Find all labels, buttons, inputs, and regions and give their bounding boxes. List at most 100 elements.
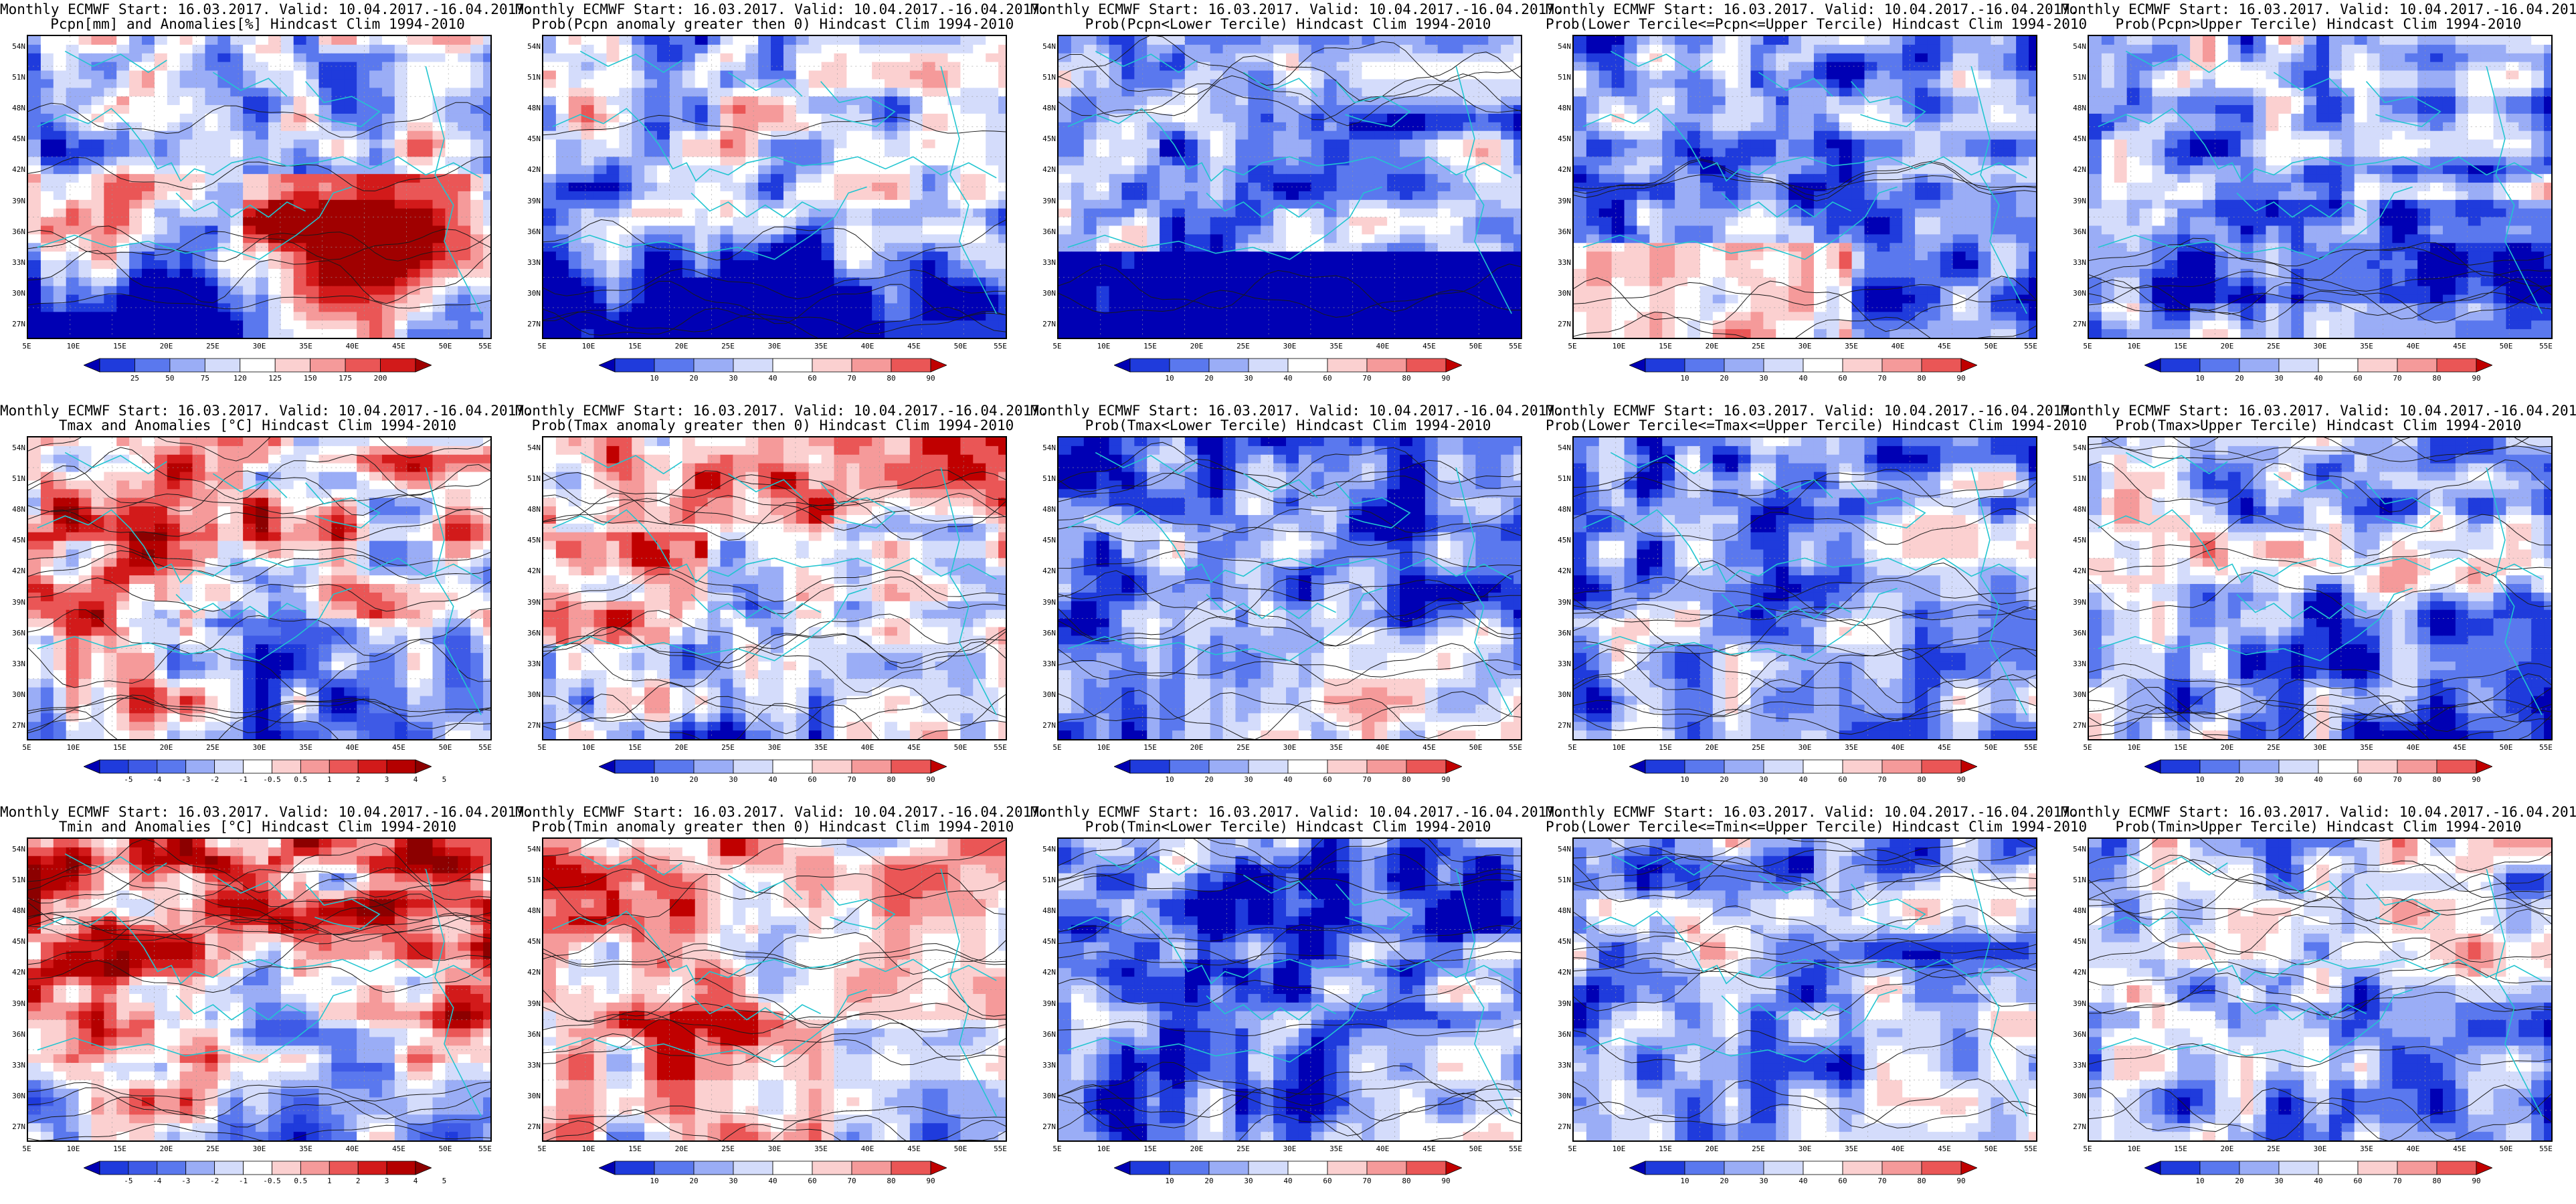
- lon-label: 10E: [1097, 342, 1111, 350]
- lat-label: 33N: [2065, 258, 2086, 267]
- lat-label: 48N: [2065, 104, 2086, 112]
- color-bar-tick-label: 80: [1402, 1177, 1410, 1185]
- lon-label: 30E: [768, 743, 781, 752]
- color-bar-tick-label: 80: [1402, 775, 1410, 784]
- lat-label: 54N: [1034, 845, 1056, 854]
- lon-label: 50E: [2500, 1144, 2513, 1153]
- panel-title: Monthly ECMWF Start: 16.03.2017. Valid: …: [1546, 804, 2079, 820]
- lat-label: 42N: [1034, 968, 1056, 977]
- lat-label: 30N: [1034, 289, 1056, 298]
- lat-label: 42N: [2065, 165, 2086, 174]
- lon-label: 5E: [1052, 743, 1061, 752]
- lat-label: 33N: [1034, 1061, 1056, 1070]
- lon-label: 20E: [1190, 342, 1204, 350]
- color-bar-tick-label: 40: [768, 775, 777, 784]
- lat-label: 27N: [4, 721, 25, 730]
- color-bar-tick-label: 10: [1165, 1177, 1174, 1185]
- lat-label: 51N: [519, 876, 541, 884]
- lat-label: 54N: [519, 845, 541, 854]
- map-panel: Monthly ECMWF Start: 16.03.2017. Valid: …: [2061, 803, 2576, 1204]
- color-bar-swatches: [599, 1161, 947, 1175]
- color-bar-tick-label: 90: [1956, 775, 1965, 784]
- lat-label: 51N: [1034, 876, 1056, 884]
- lon-label: 15E: [1659, 1144, 1672, 1153]
- lon-label: 55E: [478, 342, 492, 350]
- color-bar-tick-label: 25: [130, 374, 139, 383]
- lon-label: 35E: [1845, 743, 1858, 752]
- lat-label: 42N: [519, 165, 541, 174]
- lon-label: 35E: [1329, 342, 1343, 350]
- lat-label: 36N: [2065, 1030, 2086, 1039]
- field-map: [1059, 36, 1521, 338]
- lat-label: 36N: [1550, 227, 1571, 236]
- lon-label: 55E: [994, 342, 1007, 350]
- lon-label: 25E: [721, 342, 735, 350]
- lon-label: 30E: [1799, 743, 1812, 752]
- panel-title: Monthly ECMWF Start: 16.03.2017. Valid: …: [1030, 403, 1564, 419]
- color-bar-tick-label: -2: [210, 775, 219, 784]
- lat-label: 33N: [2065, 660, 2086, 668]
- lat-label: 48N: [4, 104, 25, 112]
- lon-label: 10E: [1613, 1144, 1626, 1153]
- lon-label: 15E: [1143, 342, 1157, 350]
- lon-label: 20E: [1190, 743, 1204, 752]
- lat-label: 27N: [2065, 1122, 2086, 1131]
- color-bar-tick-label: 150: [304, 374, 317, 383]
- lat-label: 54N: [1550, 443, 1571, 452]
- lon-label: 25E: [721, 1144, 735, 1153]
- panel-title: Monthly ECMWF Start: 16.03.2017. Valid: …: [1546, 1, 2079, 17]
- lon-label: 30E: [253, 342, 266, 350]
- color-bar-tick-label: -2: [210, 1177, 219, 1185]
- color-bar-tick-label: 40: [2314, 1177, 2322, 1185]
- lat-label: 33N: [1550, 660, 1571, 668]
- lon-label: 55E: [994, 743, 1007, 752]
- lon-label: 10E: [1613, 743, 1626, 752]
- lat-label: 48N: [1034, 104, 1056, 112]
- lat-label: 39N: [2065, 598, 2086, 607]
- lon-label: 20E: [1706, 342, 1719, 350]
- lat-label: 45N: [1034, 134, 1056, 143]
- lon-label: 30E: [768, 1144, 781, 1153]
- lat-label: 27N: [519, 721, 541, 730]
- color-bar-tick-label: 60: [808, 1177, 816, 1185]
- color-bar-tick-label: 60: [808, 775, 816, 784]
- lat-label: 36N: [2065, 227, 2086, 236]
- lat-label: 45N: [2065, 536, 2086, 544]
- lon-label: 45E: [392, 1144, 405, 1153]
- color-bar-tick-label: 90: [1441, 374, 1450, 383]
- color-bar-tick-label: 4: [413, 775, 418, 784]
- lat-label: 33N: [1550, 1061, 1571, 1070]
- color-bar-tick-label: -3: [181, 1177, 190, 1185]
- lon-label: 20E: [675, 743, 688, 752]
- lat-label: 42N: [1034, 567, 1056, 575]
- color-bar-tick-label: 10: [650, 374, 658, 383]
- lat-label: 33N: [519, 258, 541, 267]
- lon-label: 10E: [582, 1144, 595, 1153]
- lon-label: 15E: [2174, 342, 2187, 350]
- lon-label: 10E: [2128, 342, 2141, 350]
- lat-label: 39N: [1550, 999, 1571, 1008]
- lon-label: 20E: [2221, 342, 2234, 350]
- lon-label: 35E: [1845, 342, 1858, 350]
- lon-label: 5E: [22, 1144, 31, 1153]
- panel-subtitle: Prob(Lower Tercile<=Tmin<=Upper Tercile)…: [1546, 819, 2087, 835]
- color-bar-tick-label: 20: [689, 1177, 698, 1185]
- lon-label: 55E: [478, 743, 492, 752]
- lat-label: 30N: [519, 1092, 541, 1100]
- color-bar: 10 20 30 40 60 70 80 90: [599, 1161, 947, 1187]
- color-bar: -5 -4 -3 -2 -1 -0.5 0.5 1 2 3 4 5: [84, 759, 446, 786]
- map-panel: Monthly ECMWF Start: 16.03.2017. Valid: …: [1546, 401, 2087, 803]
- lon-label: 20E: [675, 342, 688, 350]
- lon-label: 55E: [2539, 743, 2553, 752]
- color-bar-tick-label: 2: [356, 775, 361, 784]
- map-panel: Monthly ECMWF Start: 16.03.2017. Valid: …: [0, 401, 533, 803]
- lon-label: 5E: [22, 743, 31, 752]
- color-bar-tick-label: 30: [1244, 374, 1253, 383]
- lon-label: 55E: [1509, 743, 1522, 752]
- color-bar-tick-label: -3: [181, 775, 190, 784]
- panel-subtitle: Tmax and Anomalies [°C] Hindcast Clim 19…: [0, 417, 515, 433]
- color-bar-tick-label: -0.5: [263, 1177, 281, 1185]
- lon-label: 10E: [1097, 743, 1111, 752]
- lon-label: 5E: [2083, 1144, 2092, 1153]
- panel-title: Monthly ECMWF Start: 16.03.2017. Valid: …: [1546, 403, 2079, 419]
